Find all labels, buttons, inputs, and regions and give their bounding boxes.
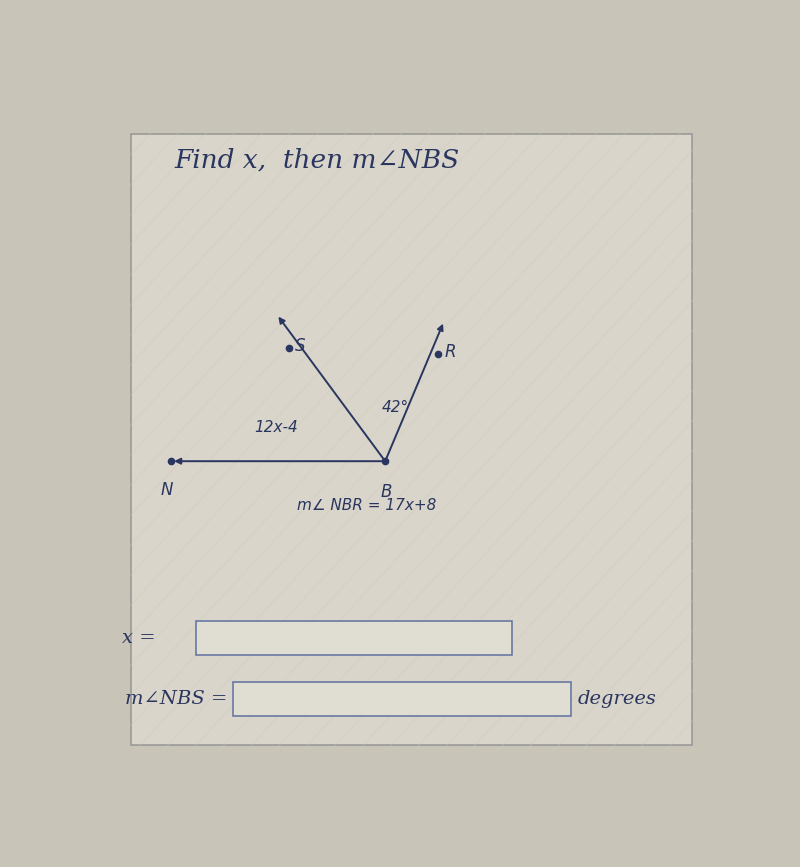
Text: R: R — [444, 343, 456, 362]
FancyBboxPatch shape — [131, 134, 692, 745]
Text: Find x,  then m∠NBS: Find x, then m∠NBS — [174, 147, 460, 173]
Text: S: S — [295, 336, 306, 355]
Text: B: B — [381, 483, 392, 501]
Text: 12x-4: 12x-4 — [254, 420, 298, 435]
FancyBboxPatch shape — [234, 681, 571, 716]
Text: degrees: degrees — [578, 690, 656, 707]
FancyBboxPatch shape — [196, 622, 512, 655]
Text: m∠NBS =: m∠NBS = — [125, 690, 227, 707]
Text: 42°: 42° — [382, 401, 410, 415]
Text: N: N — [161, 481, 173, 499]
Text: m∠ NBR = 17x+8: m∠ NBR = 17x+8 — [297, 498, 436, 513]
Text: x =: x = — [122, 629, 156, 647]
